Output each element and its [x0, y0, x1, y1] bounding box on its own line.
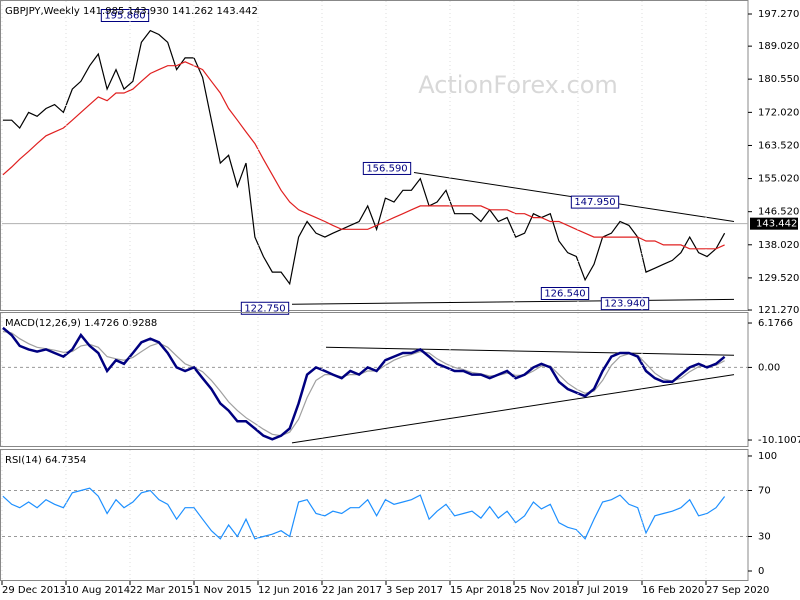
price-label-box [600, 297, 650, 311]
price-label-box [570, 195, 620, 209]
panel-title: GBPJPY,Weekly 141.985 143.930 141.262 14… [5, 6, 258, 17]
y-tick-label: 0.00 [758, 362, 780, 373]
panel-title: MACD(12,26,9) 1.4726 0.9288 [5, 318, 157, 329]
x-tick-label: 15 Apr 2018 [450, 585, 512, 596]
x-tick-label: 27 Sep 2020 [706, 585, 769, 596]
x-tick-label: 3 Sep 2017 [386, 585, 443, 596]
price-label-box [540, 286, 590, 300]
series-line [2, 61, 725, 250]
y-tick-label: 163.520 [758, 140, 799, 151]
y-tick-label: 100 [758, 451, 777, 462]
trendline [291, 374, 735, 444]
series-line [2, 326, 726, 441]
y-tick-label: -10.1007 [758, 435, 800, 446]
price-label: 195.860 [104, 11, 145, 22]
panel-frame [0, 312, 749, 447]
y-tick-label: 30 [758, 531, 771, 542]
price-label-box [362, 161, 412, 175]
x-tick-label: 22 Jan 2017 [322, 585, 382, 596]
y-tick-label: 197.270 [758, 9, 799, 20]
x-tick-label: 22 Mar 2015 [130, 585, 193, 596]
y-tick-label: 70 [758, 485, 771, 496]
price-label: 126.540 [544, 288, 585, 299]
series-line [2, 487, 726, 540]
y-tick-label: 180.550 [758, 74, 799, 85]
price-label-box [240, 301, 290, 315]
x-tick-label: 12 Jun 2016 [258, 585, 318, 596]
series-line [2, 330, 725, 437]
price-label: 156.590 [366, 163, 407, 174]
series-line [2, 29, 726, 286]
price-label: 123.940 [604, 299, 645, 310]
x-tick-label: 16 Feb 2020 [642, 585, 704, 596]
x-tick-label: 1 Nov 2015 [194, 585, 252, 596]
price-label: 122.750 [244, 303, 285, 314]
x-tick-label: 29 Dec 2013 [2, 585, 66, 596]
watermark: ActionForex.com [418, 71, 618, 99]
y-tick-label: 129.520 [758, 273, 799, 284]
x-tick-label: 10 Aug 2014 [66, 585, 130, 596]
y-tick-label: 155.020 [758, 174, 799, 185]
price-label-box [100, 9, 150, 23]
y-tick-label: 138.020 [758, 240, 799, 251]
y-tick-label: 189.020 [758, 41, 799, 52]
last-price-box [750, 217, 798, 230]
panel-title: RSI(14) 64.7354 [5, 455, 86, 466]
last-price-label: 143.442 [756, 219, 797, 230]
y-tick-label: 0 [758, 566, 764, 577]
panel-frame [0, 449, 749, 581]
x-tick-label: 25 Nov 2018 [514, 585, 578, 596]
trendline [291, 298, 735, 305]
y-tick-label: 6.1766 [758, 318, 793, 329]
trendline [325, 346, 735, 356]
y-tick-label: 172.020 [758, 107, 799, 118]
y-tick-label: 146.520 [758, 207, 799, 218]
panel-frame [0, 0, 749, 311]
price-label: 147.950 [574, 197, 615, 208]
x-tick-label: 7 Jul 2019 [578, 585, 628, 596]
y-tick-label: 121.270 [758, 305, 799, 316]
